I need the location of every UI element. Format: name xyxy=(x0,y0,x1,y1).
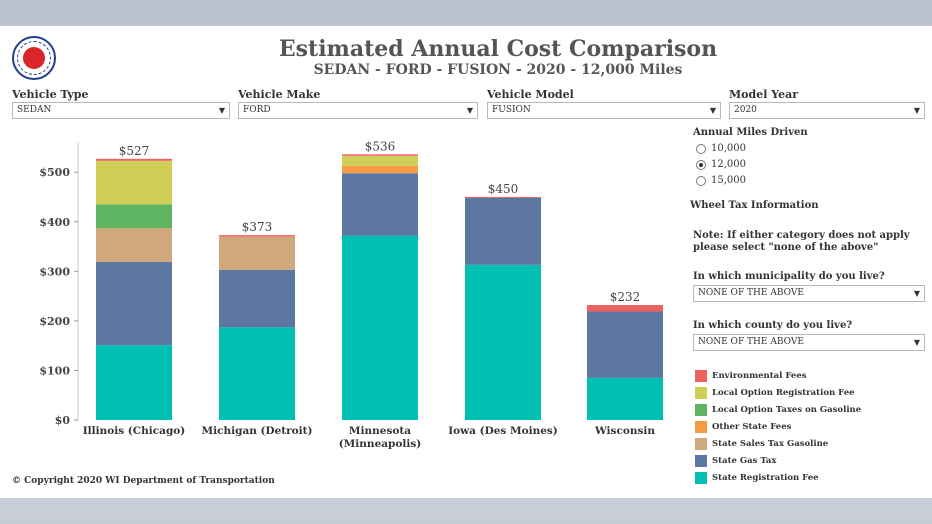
county-value: NONE OF THE ABOVE xyxy=(698,337,804,347)
bar-total-label: $373 xyxy=(242,220,273,234)
legend-label: Environmental Fees xyxy=(712,371,807,381)
logo-center xyxy=(23,47,45,69)
x-category-label: Illinois (Chicago) xyxy=(83,425,186,437)
bar-total-label: $536 xyxy=(365,139,396,153)
legend-label: State Sales Tax Gasoline xyxy=(712,439,829,449)
vehicle-model-label: Vehicle Model xyxy=(487,88,574,101)
vehicle-model-value: FUSION xyxy=(492,105,531,115)
legend-label: State Registration Fee xyxy=(712,473,819,483)
bar-segment xyxy=(465,264,541,420)
legend-label: State Gas Tax xyxy=(712,456,777,466)
x-category-label: Minnesota xyxy=(349,425,411,437)
x-category-label: Michigan (Detroit) xyxy=(201,425,312,437)
bar-segment xyxy=(96,160,172,205)
model-year-value: 2020 xyxy=(734,105,757,115)
annual-miles-label: Annual Miles Driven xyxy=(693,127,808,138)
vehicle-make-value: FORD xyxy=(243,105,271,115)
model-year-label: Model Year xyxy=(729,88,799,101)
bar-segment xyxy=(465,196,541,198)
bar-total-label: $450 xyxy=(488,182,519,196)
bar-segment xyxy=(342,165,418,174)
bar-segment xyxy=(342,173,418,236)
x-category-label: (Minneapolis) xyxy=(339,438,422,450)
bar-segment xyxy=(96,345,172,420)
bar-segment xyxy=(342,155,418,166)
vehicle-type-select[interactable]: SEDAN ▼ xyxy=(12,102,230,119)
legend-label: Local Option Taxes on Gasoline xyxy=(712,405,862,415)
bar-segment xyxy=(96,158,172,161)
county-select[interactable]: NONE OF THE ABOVE ▼ xyxy=(693,334,925,351)
chevron-down-icon: ▼ xyxy=(466,106,473,115)
wisdot-logo xyxy=(12,36,56,80)
legend-label: Local Option Registration Fee xyxy=(712,388,855,398)
chevron-down-icon: ▼ xyxy=(913,289,920,298)
wheel-tax-heading: Wheel Tax Information xyxy=(690,200,819,211)
chevron-down-icon: ▼ xyxy=(913,106,920,115)
bar-segment xyxy=(219,235,295,237)
legend-swatch xyxy=(695,421,707,433)
bar-segment xyxy=(96,228,172,262)
model-year-select[interactable]: 2020 ▼ xyxy=(729,102,925,119)
cost-comparison-chart: $0 $100 $200 $300 $400 $500 $527 Illinois (Chic… xyxy=(39,139,663,450)
bar-segment xyxy=(96,261,172,346)
county-label: In which county do you live? xyxy=(693,320,853,331)
bar-total-label: $232 xyxy=(610,290,641,304)
bar-segment xyxy=(219,269,295,328)
legend-label: Other State Fees xyxy=(712,422,792,432)
legend-swatch xyxy=(695,404,707,416)
chevron-down-icon: ▼ xyxy=(709,106,716,115)
miles-option-label: 10,000 xyxy=(711,143,746,154)
x-category-label: Iowa (Des Moines) xyxy=(448,425,558,437)
municipality-select[interactable]: NONE OF THE ABOVE ▼ xyxy=(693,285,925,302)
legend-swatch xyxy=(695,387,707,399)
vehicle-type-label: Vehicle Type xyxy=(12,88,89,101)
municipality-value: NONE OF THE ABOVE xyxy=(698,288,804,298)
y-tick-label: $300 xyxy=(39,265,70,278)
municipality-label: In which municipality do you live? xyxy=(693,271,885,282)
page-subtitle: SEDAN - FORD - FUSION - 2020 - 12,000 Mi… xyxy=(313,62,683,78)
vehicle-model-select[interactable]: FUSION ▼ xyxy=(487,102,721,119)
legend-swatch xyxy=(695,370,707,382)
bar-segment xyxy=(465,197,541,265)
page-title: Estimated Annual Cost Comparison xyxy=(278,36,718,62)
y-tick-label: $200 xyxy=(39,315,70,328)
wheel-tax-note: Note: If either category does not apply … xyxy=(693,230,910,253)
chevron-down-icon: ▼ xyxy=(218,106,225,115)
y-tick-label: $100 xyxy=(39,364,70,377)
bar-segment xyxy=(96,204,172,229)
legend-swatch xyxy=(695,472,707,484)
miles-radio-15000[interactable] xyxy=(696,176,706,186)
y-tick-label: $400 xyxy=(39,216,70,229)
vehicle-type-value: SEDAN xyxy=(17,105,52,115)
bar-segment xyxy=(342,235,418,420)
miles-option-label: 15,000 xyxy=(711,175,746,186)
bar-segment xyxy=(219,236,295,270)
y-tick-label: $500 xyxy=(39,166,70,179)
legend-swatch xyxy=(695,438,707,450)
copyright-text: © Copyright 2020 WI Department of Transp… xyxy=(12,476,275,486)
miles-option-label: 12,000 xyxy=(711,159,746,170)
miles-radio-12000[interactable] xyxy=(696,160,706,170)
bar-segment xyxy=(587,377,663,420)
bar-segment xyxy=(219,327,295,420)
legend-swatch xyxy=(695,455,707,467)
x-category-label: Wisconsin xyxy=(594,425,655,437)
bar-segment xyxy=(587,305,663,312)
bar-segment xyxy=(342,154,418,156)
logo-ring xyxy=(17,41,51,75)
bar-segment xyxy=(587,311,663,378)
miles-radio-10000[interactable] xyxy=(696,144,706,154)
bar-total-label: $527 xyxy=(119,144,150,158)
vehicle-make-select[interactable]: FORD ▼ xyxy=(238,102,478,119)
chevron-down-icon: ▼ xyxy=(913,338,920,347)
y-tick-label: $0 xyxy=(55,414,71,427)
vehicle-make-label: Vehicle Make xyxy=(238,88,321,101)
